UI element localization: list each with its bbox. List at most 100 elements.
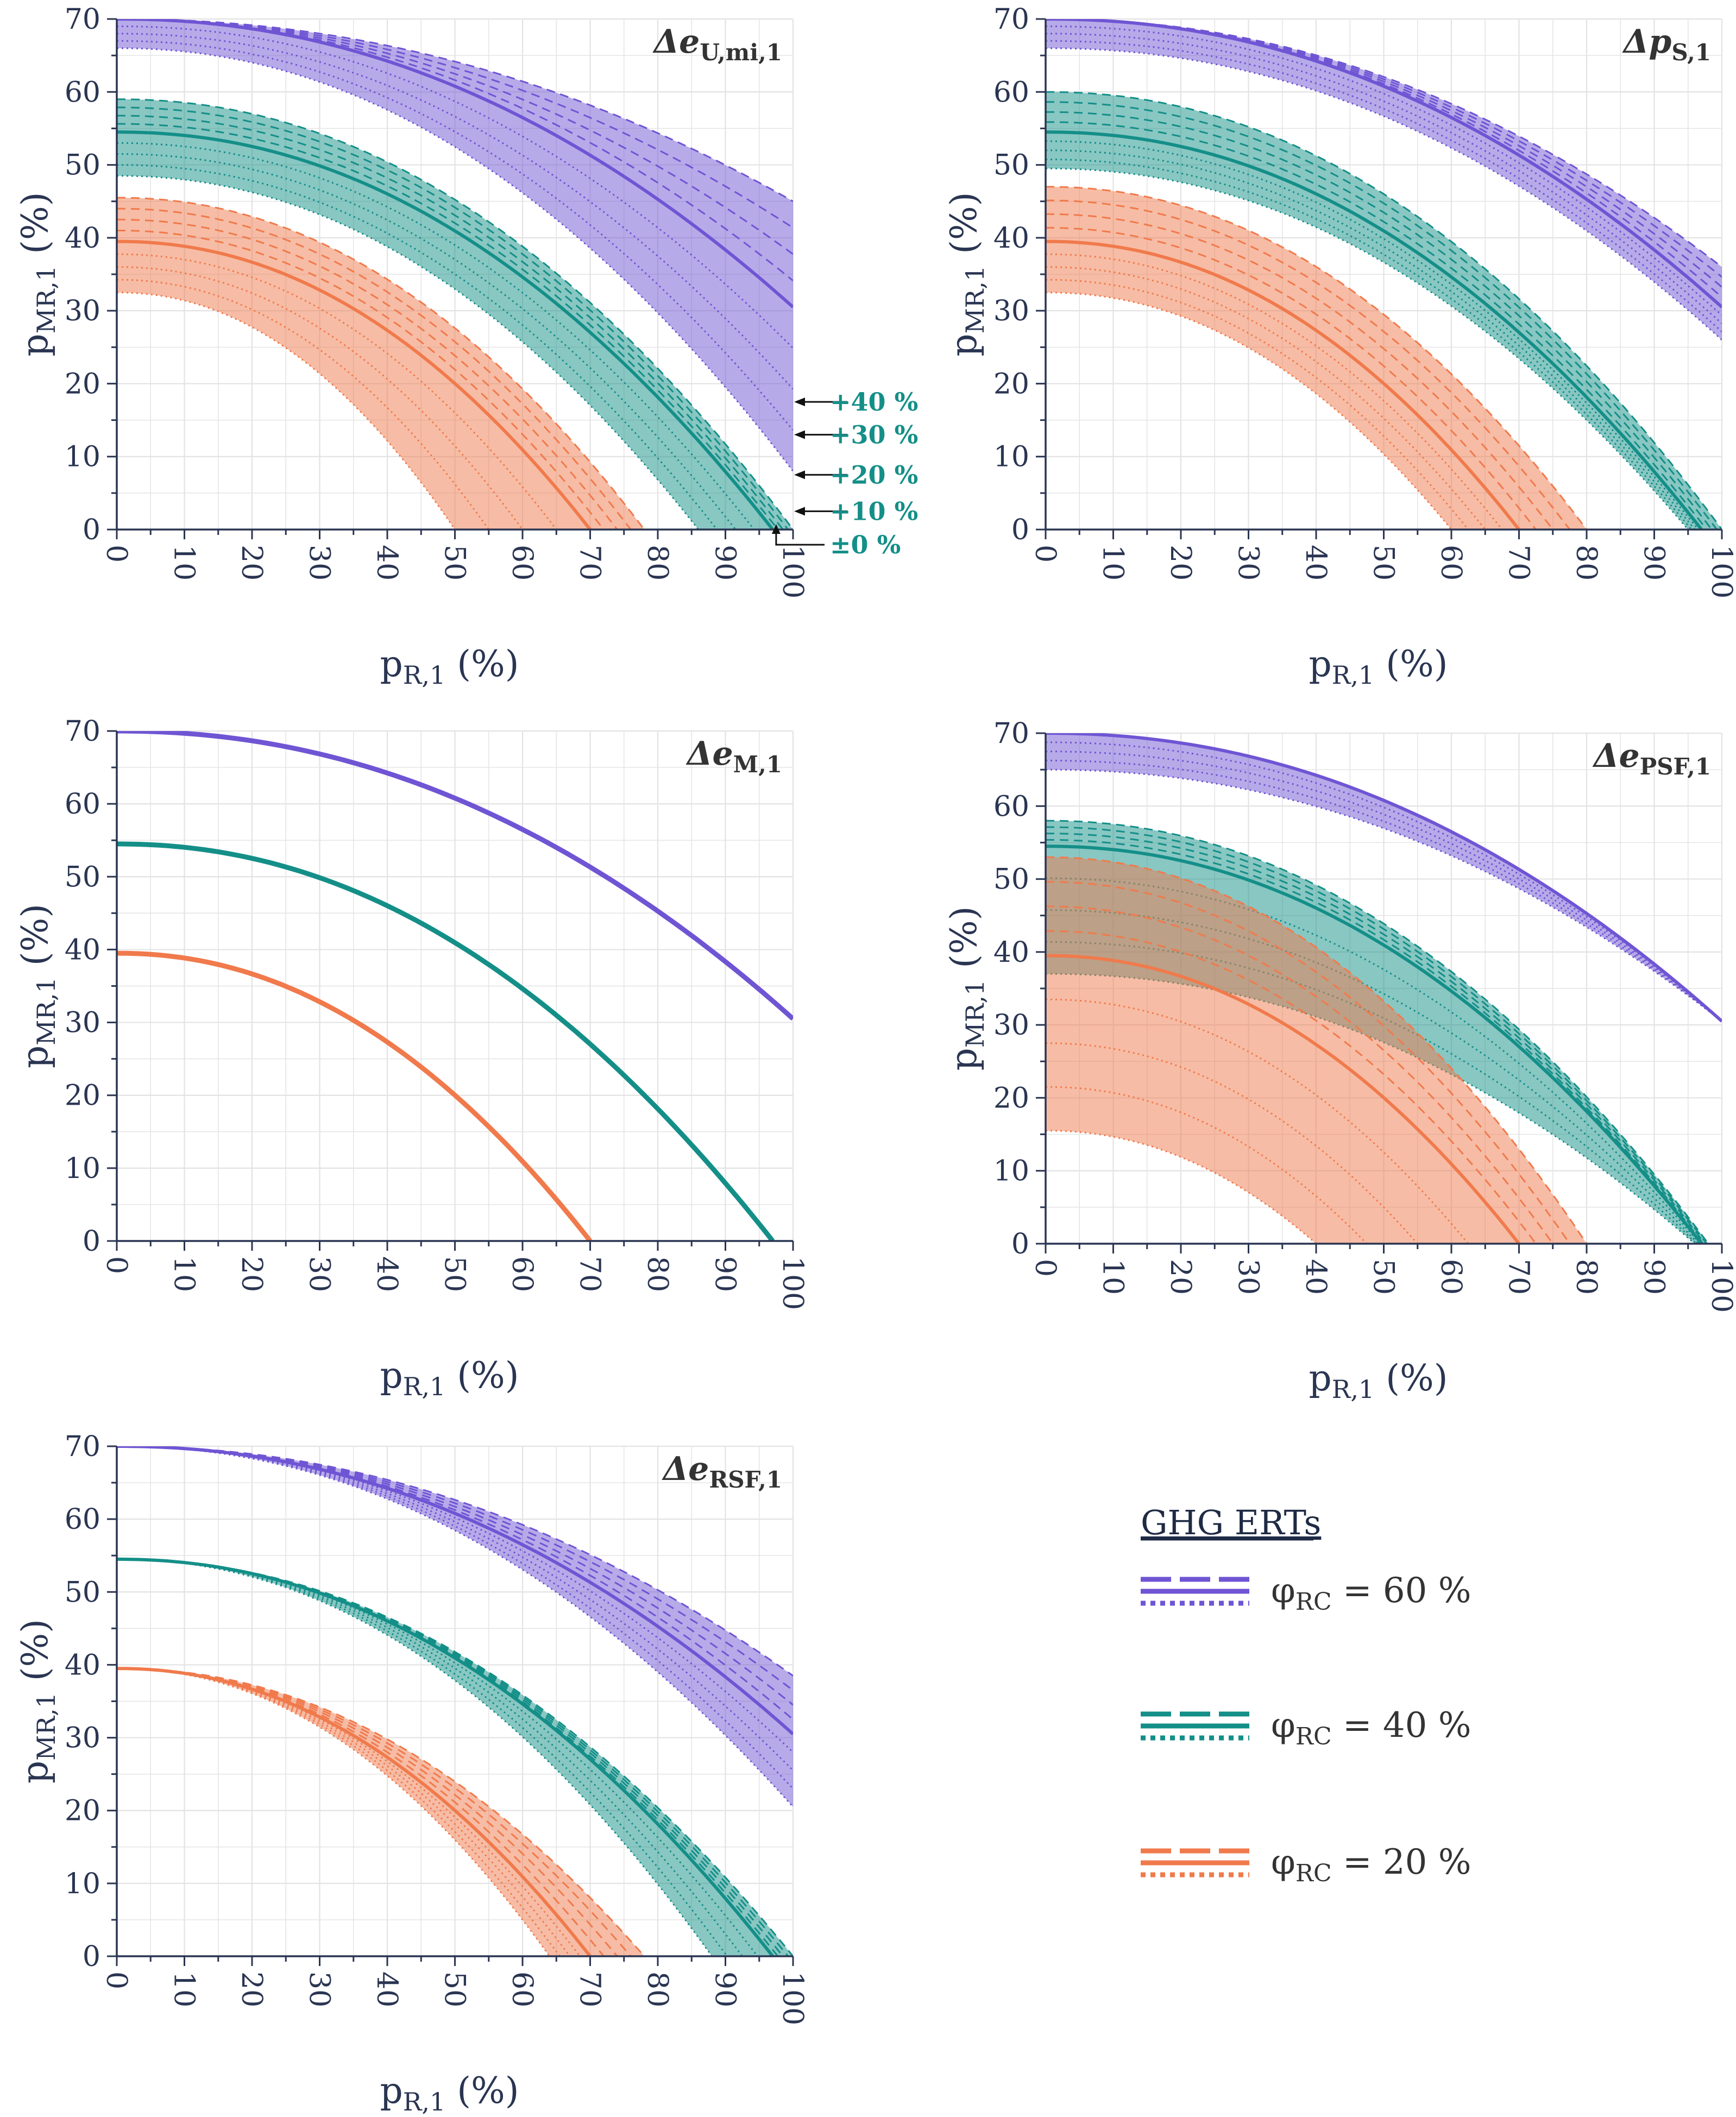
x-axis-title: pR,1 (%): [1309, 643, 1448, 690]
y-tick-label: 0: [83, 1225, 100, 1258]
series-line-lower: [1046, 47, 1722, 341]
series-line-upper: [117, 98, 793, 530]
legend-label: φRC = 40 %: [1271, 1705, 1471, 1750]
y-tick-label: 40: [993, 222, 1029, 255]
annotation-label: ±0 %: [830, 530, 901, 559]
x-tick-label: 70: [574, 1971, 606, 2007]
series-line-dashed: [117, 115, 784, 530]
series-line-lower: [117, 175, 699, 530]
x-tick-label: 90: [709, 1256, 741, 1292]
annotation-label: +10 %: [830, 496, 918, 526]
y-tick-label: 30: [65, 1722, 100, 1755]
x-axis-title: pR,1 (%): [380, 643, 519, 690]
series-line-dashed: [1046, 226, 1537, 530]
y-tick-label: 60: [65, 788, 100, 821]
y-tick-label: 70: [65, 1431, 100, 1463]
band-phi20: [1046, 857, 1587, 1244]
plot-area: [117, 1446, 793, 1956]
arrow-head-icon: [794, 470, 805, 480]
x-tick-label: 30: [303, 545, 336, 581]
series-line-dotted: [1046, 33, 1722, 324]
y-tick-label: 20: [993, 368, 1029, 400]
series-line-baseline: [1046, 954, 1520, 1244]
series-line-dashed: [1046, 121, 1708, 530]
x-tick-label: 10: [1097, 545, 1129, 581]
x-tick-label: 90: [1638, 1259, 1670, 1295]
y-tick-label: 10: [65, 1152, 100, 1185]
series-line-dashed: [1046, 881, 1571, 1244]
y-tick-label: 30: [993, 1009, 1029, 1042]
y-tick-label: 50: [993, 149, 1029, 182]
y-axis-title: pMR,1 (%): [943, 906, 990, 1070]
x-tick-label: 10: [168, 1256, 200, 1292]
series-line-dotted: [1046, 1086, 1368, 1244]
series-line-baseline: [117, 1557, 774, 1956]
series-line-dashed: [117, 19, 793, 255]
percent-annotations: +40 % +30 % +20 % +10 % ±0 %: [771, 387, 918, 559]
series-line-baseline: [1046, 240, 1520, 530]
series-line-dotted: [1046, 741, 1722, 1022]
band-phi20: [1046, 186, 1587, 530]
series-line-upper: [117, 1667, 645, 1956]
series-line-upper: [1046, 820, 1709, 1244]
x-tick-label: 60: [506, 545, 538, 581]
series-line-dashed: [1046, 930, 1537, 1244]
series-line-dashed: [117, 1667, 605, 1956]
x-tick-label: 0: [1029, 545, 1061, 563]
series-line-dotted: [1046, 25, 1722, 316]
series-line-upper: [117, 197, 645, 530]
y-tick-label: 70: [993, 3, 1029, 36]
x-tick-label: 100: [776, 545, 809, 598]
arrow-head-icon: [794, 398, 805, 406]
x-tick-label: 0: [1029, 1259, 1061, 1277]
x-tick-label: 0: [100, 545, 133, 563]
x-tick-label: 20: [235, 545, 268, 581]
band-phi40: [117, 99, 793, 530]
x-tick-label: 30: [303, 1971, 336, 2007]
series-line-dotted: [117, 33, 793, 390]
series-line-dashed: [117, 1446, 793, 1721]
series-line-dashed: [1046, 19, 1722, 278]
y-tick-label: 50: [65, 149, 100, 182]
x-tick-label: 70: [574, 545, 606, 581]
x-axis-title: pR,1 (%): [380, 1354, 519, 1401]
series-line-dotted: [1046, 759, 1722, 1022]
series-line-baseline: [1046, 130, 1703, 530]
band-phi20: [117, 198, 645, 530]
series-line-dotted: [1046, 1042, 1418, 1244]
series-line-dashed: [1046, 19, 1722, 298]
x-tick-label: 40: [1299, 545, 1332, 581]
x-tick-label: 50: [438, 1256, 471, 1292]
series-line-baseline: [1046, 19, 1722, 308]
x-tick-label: 50: [438, 1971, 471, 2007]
series-line-dotted: [1046, 140, 1699, 530]
series-line-baseline: [117, 1667, 592, 1956]
series-line-dashed: [1046, 111, 1713, 530]
series-line-baseline: [117, 130, 774, 530]
arrow-head-icon: [771, 524, 781, 534]
x-tick-label: 100: [1705, 1259, 1736, 1313]
y-tick-label: 10: [65, 441, 100, 474]
plot-area: [117, 19, 793, 530]
x-tick-label: 20: [1164, 545, 1197, 581]
series-line-dashed: [1046, 213, 1553, 530]
series-line-upper: [117, 19, 793, 203]
y-tick-label: 50: [65, 861, 100, 893]
x-tick-label: 20: [235, 1971, 268, 2007]
chart-panel-e: 0 10 20 30 40 50 60 70 80 90 100 0 10 20 30 40 50 60 70 pR,…: [14, 1431, 809, 2116]
x-tick-label: 60: [1435, 545, 1467, 581]
x-tick-label: 0: [100, 1971, 133, 1989]
series-line-dotted: [1046, 266, 1486, 530]
series-line-dashed: [117, 1446, 793, 1706]
y-axis-title: pMR,1 (%): [14, 192, 61, 356]
series-line-dashed: [117, 19, 793, 281]
grid: [116, 730, 794, 1242]
series-line-dashed: [117, 1558, 789, 1956]
series-line-dashed: [117, 19, 793, 229]
y-tick-label: 40: [993, 936, 1029, 969]
x-tick-label: 20: [1164, 1259, 1197, 1295]
x-tick-label: 60: [506, 1971, 538, 2007]
x-tick-label: 80: [1570, 1259, 1602, 1295]
annotation-label: +30 %: [830, 420, 918, 449]
